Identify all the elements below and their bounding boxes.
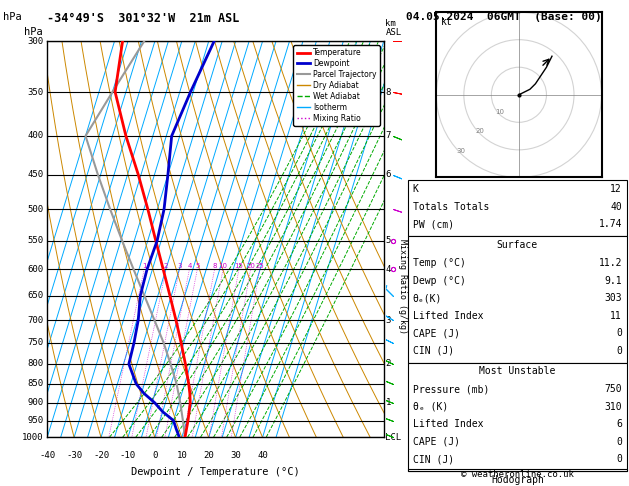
Text: 6: 6 [616, 419, 622, 430]
Text: Temp (°C): Temp (°C) [413, 258, 465, 268]
Text: 20: 20 [246, 263, 255, 269]
Text: 6: 6 [386, 170, 391, 179]
Text: 500: 500 [27, 205, 43, 214]
Text: PW (cm): PW (cm) [413, 219, 454, 229]
Text: 850: 850 [27, 380, 43, 388]
Text: 600: 600 [27, 265, 43, 274]
Text: 550: 550 [27, 236, 43, 245]
Text: 1.74: 1.74 [599, 219, 622, 229]
Text: 5: 5 [386, 236, 391, 245]
Text: 8: 8 [386, 87, 391, 97]
Text: 2: 2 [164, 263, 168, 269]
Text: 303: 303 [604, 293, 622, 303]
Text: LCL: LCL [386, 433, 401, 442]
Text: -40: -40 [39, 451, 55, 460]
Text: km
ASL: km ASL [386, 18, 401, 37]
Text: 25: 25 [255, 263, 264, 269]
Text: 350: 350 [27, 87, 43, 97]
Text: -30: -30 [66, 451, 82, 460]
Text: Pressure (mb): Pressure (mb) [413, 384, 489, 395]
Text: 310: 310 [604, 402, 622, 412]
Text: 400: 400 [27, 131, 43, 140]
Text: 10: 10 [176, 451, 187, 460]
Text: -34°49'S  301°32'W  21m ASL: -34°49'S 301°32'W 21m ASL [47, 12, 240, 25]
Text: 300: 300 [27, 37, 43, 46]
Text: 650: 650 [27, 291, 43, 300]
Text: kt: kt [442, 17, 453, 27]
Text: 0: 0 [616, 437, 622, 447]
Text: 40: 40 [257, 451, 268, 460]
Text: 20: 20 [476, 128, 485, 134]
Text: 30: 30 [230, 451, 241, 460]
Text: 0: 0 [616, 328, 622, 338]
Legend: Temperature, Dewpoint, Parcel Trajectory, Dry Adiabat, Wet Adiabat, Isotherm, Mi: Temperature, Dewpoint, Parcel Trajectory… [294, 45, 380, 126]
Text: -10: -10 [120, 451, 136, 460]
Text: θₑ (K): θₑ (K) [413, 402, 448, 412]
Text: 2: 2 [386, 360, 391, 368]
Text: 750: 750 [27, 338, 43, 347]
Text: 0: 0 [152, 451, 157, 460]
Text: Dewpoint / Temperature (°C): Dewpoint / Temperature (°C) [131, 467, 300, 477]
Text: 1: 1 [142, 263, 147, 269]
Text: 04.05.2024  06GMT  (Base: 00): 04.05.2024 06GMT (Base: 00) [406, 12, 601, 22]
Text: Lifted Index: Lifted Index [413, 419, 483, 430]
Text: Lifted Index: Lifted Index [413, 311, 483, 321]
Text: 700: 700 [27, 315, 43, 325]
Text: Hodograph: Hodograph [491, 475, 544, 485]
Text: © weatheronline.co.uk: © weatheronline.co.uk [461, 469, 574, 479]
Text: CIN (J): CIN (J) [413, 454, 454, 465]
Text: 40: 40 [610, 202, 622, 212]
Text: CAPE (J): CAPE (J) [413, 437, 460, 447]
Text: 0: 0 [616, 346, 622, 356]
Text: 900: 900 [27, 398, 43, 407]
Text: 11: 11 [610, 311, 622, 321]
Text: -20: -20 [93, 451, 109, 460]
Text: Dewp (°C): Dewp (°C) [413, 276, 465, 286]
Text: hPa: hPa [24, 27, 42, 37]
Text: 9.1: 9.1 [604, 276, 622, 286]
Text: hPa: hPa [3, 12, 22, 22]
Text: 12: 12 [610, 184, 622, 194]
Text: 1: 1 [386, 398, 391, 407]
Text: 15: 15 [235, 263, 243, 269]
Text: 11.2: 11.2 [599, 258, 622, 268]
Text: 10: 10 [218, 263, 228, 269]
Text: Totals Totals: Totals Totals [413, 202, 489, 212]
Text: 3: 3 [177, 263, 182, 269]
Text: 30: 30 [457, 148, 465, 154]
Text: 4: 4 [386, 265, 391, 274]
Text: 7: 7 [386, 131, 391, 140]
Text: K: K [413, 184, 418, 194]
Text: 4: 4 [187, 263, 192, 269]
Text: 20: 20 [203, 451, 214, 460]
Text: 3: 3 [386, 315, 391, 325]
Text: 950: 950 [27, 416, 43, 425]
Text: CAPE (J): CAPE (J) [413, 328, 460, 338]
Text: 5: 5 [195, 263, 199, 269]
Text: 750: 750 [604, 384, 622, 395]
Text: 1000: 1000 [21, 433, 43, 442]
Text: CIN (J): CIN (J) [413, 346, 454, 356]
Text: Mixing Ratio (g/kg): Mixing Ratio (g/kg) [398, 240, 407, 334]
Text: Most Unstable: Most Unstable [479, 366, 555, 376]
Text: 8: 8 [213, 263, 217, 269]
Text: 0: 0 [616, 454, 622, 465]
Text: 800: 800 [27, 360, 43, 368]
Text: θₑ(K): θₑ(K) [413, 293, 442, 303]
Text: 10: 10 [495, 109, 504, 115]
Text: 450: 450 [27, 170, 43, 179]
Text: Surface: Surface [497, 240, 538, 250]
